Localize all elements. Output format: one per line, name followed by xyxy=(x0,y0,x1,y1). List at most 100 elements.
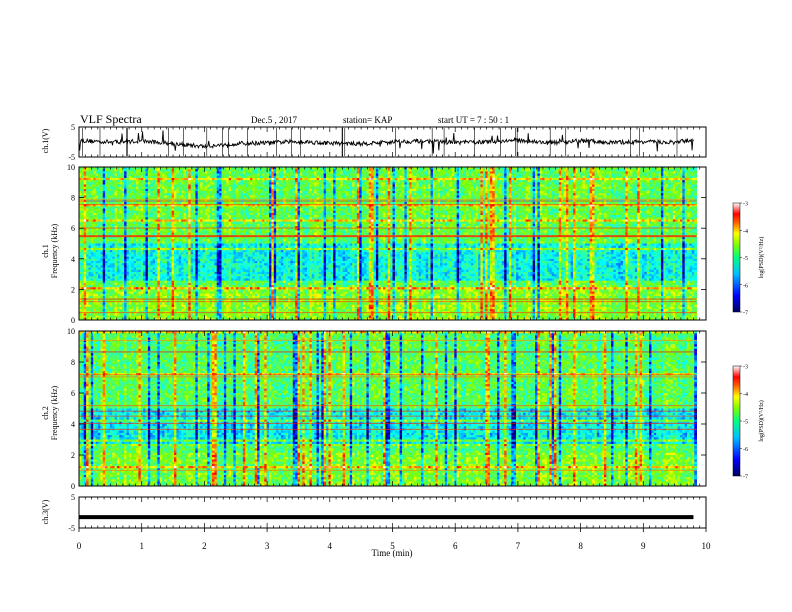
spectrogram-cell xyxy=(90,236,94,240)
spectrogram-cell xyxy=(117,295,120,299)
spectrogram-cell xyxy=(147,215,151,218)
spectrogram-cell xyxy=(138,291,142,295)
spectrogram-cell xyxy=(133,252,137,255)
spectrogram-cell xyxy=(140,302,144,306)
spectrogram-cell xyxy=(121,239,125,242)
spectrogram-cell xyxy=(124,169,127,172)
spectrogram-cell xyxy=(107,282,111,286)
spectrogram-cell xyxy=(128,302,132,306)
spectrogram-cell xyxy=(159,315,163,319)
spectrogram-cell xyxy=(121,260,125,264)
spectrogram-cell xyxy=(88,232,92,236)
spectrogram-cell xyxy=(93,274,97,277)
spectrogram-cell xyxy=(166,250,170,253)
spectrogram-cell xyxy=(121,184,125,188)
spectrogram-cell xyxy=(162,173,165,177)
spectrogram-cell xyxy=(105,243,108,247)
spectrogram-cell xyxy=(114,223,118,227)
spectrogram-cell xyxy=(81,250,85,253)
spectrogram-cell xyxy=(119,239,123,242)
spectrogram-cell xyxy=(93,193,97,196)
spectrogram-cell xyxy=(107,302,111,306)
spectrogram-cell xyxy=(166,167,170,170)
spectrogram-cell xyxy=(171,309,175,312)
spectrogram-cell xyxy=(114,186,118,190)
spectrogram-cell xyxy=(107,276,111,279)
spectrogram-cell xyxy=(157,274,161,277)
spectrogram-cell xyxy=(90,265,94,268)
spectrogram-cell xyxy=(100,282,104,286)
spectrogram-cell xyxy=(126,265,130,268)
spectrogram-cell xyxy=(133,313,137,317)
spectrogram-cell xyxy=(131,212,135,216)
spectrogram-cell xyxy=(128,175,132,179)
spectrogram-cell xyxy=(147,271,151,275)
spectrogram-cell xyxy=(105,313,108,317)
spectrogram-cell xyxy=(166,184,170,188)
spectrogram-cell xyxy=(107,306,111,310)
spectrogram-cell xyxy=(147,306,151,310)
spectrogram-cell xyxy=(162,295,165,299)
spectrogram-cell xyxy=(169,313,173,317)
spectrogram-cell xyxy=(133,241,137,244)
spectrogram-cell xyxy=(162,175,165,179)
spectrogram-cell xyxy=(117,184,120,188)
spectrogram-cell xyxy=(171,247,175,251)
spectrogram-cell xyxy=(119,282,123,286)
spectrogram-cell xyxy=(138,201,142,205)
spectrogram-cell xyxy=(169,280,173,284)
spectrogram-cell xyxy=(174,212,177,216)
spectrogram-cell xyxy=(157,210,161,214)
spectrogram-cell xyxy=(174,193,177,196)
spectrogram-cell xyxy=(155,265,158,268)
spectrogram-cell xyxy=(119,182,123,185)
spectrogram-cell xyxy=(128,239,132,242)
spectrogram-cell xyxy=(147,186,151,190)
spectrogram-cell xyxy=(150,295,154,299)
spectrogram-cell xyxy=(138,274,142,277)
spectrogram-cell xyxy=(150,265,154,268)
spectrogram-cell xyxy=(152,289,156,292)
spectrogram-cell xyxy=(105,177,108,181)
spectrogram-cell xyxy=(93,263,97,266)
spectrogram-cell xyxy=(88,223,92,227)
spectrogram-cell xyxy=(150,217,154,220)
spectrogram-cell xyxy=(86,175,89,179)
spectrogram-cell xyxy=(93,186,97,190)
spectrogram-cell xyxy=(119,269,123,273)
spectrogram-cell xyxy=(121,169,125,172)
spectrogram-cell xyxy=(138,206,142,209)
spectrogram-cell xyxy=(147,265,151,268)
spectrogram-cell xyxy=(147,182,151,185)
spectrogram-cell xyxy=(109,204,113,207)
spectrogram-cell xyxy=(119,173,123,177)
spectrogram-cell xyxy=(162,180,165,183)
spectrogram-cell xyxy=(109,274,113,277)
spectrogram-cell xyxy=(93,232,97,236)
spectrogram-cell xyxy=(152,208,156,212)
spectrogram-cell xyxy=(90,193,94,196)
spectrogram-cell xyxy=(166,210,170,214)
spectrogram-cell xyxy=(136,243,139,247)
spectrogram-cell xyxy=(119,271,123,275)
spectrogram-cell xyxy=(140,256,144,260)
spectrogram-cell xyxy=(140,250,144,253)
spectrogram-cell xyxy=(157,250,161,253)
spectrogram-cell xyxy=(86,306,89,310)
spectrogram-cell xyxy=(105,193,108,196)
spectrogram-cell xyxy=(119,256,123,260)
spectrogram-cell xyxy=(86,265,89,268)
spectrogram-cell xyxy=(155,287,158,290)
spectrogram-cell xyxy=(131,167,135,170)
spectrogram-cell xyxy=(121,236,125,240)
spectrogram-cell xyxy=(90,184,94,188)
spectrogram-cell xyxy=(100,169,104,172)
spectrogram-cell xyxy=(133,186,137,190)
spectrogram-cell xyxy=(124,245,127,249)
spectrogram-cell xyxy=(102,313,106,317)
spectrogram-cell xyxy=(171,204,175,207)
spectrogram-cell xyxy=(166,280,170,284)
spectrogram-cell xyxy=(112,265,116,268)
spectrogram-cell xyxy=(95,313,99,317)
spectrogram-cell xyxy=(169,269,173,273)
